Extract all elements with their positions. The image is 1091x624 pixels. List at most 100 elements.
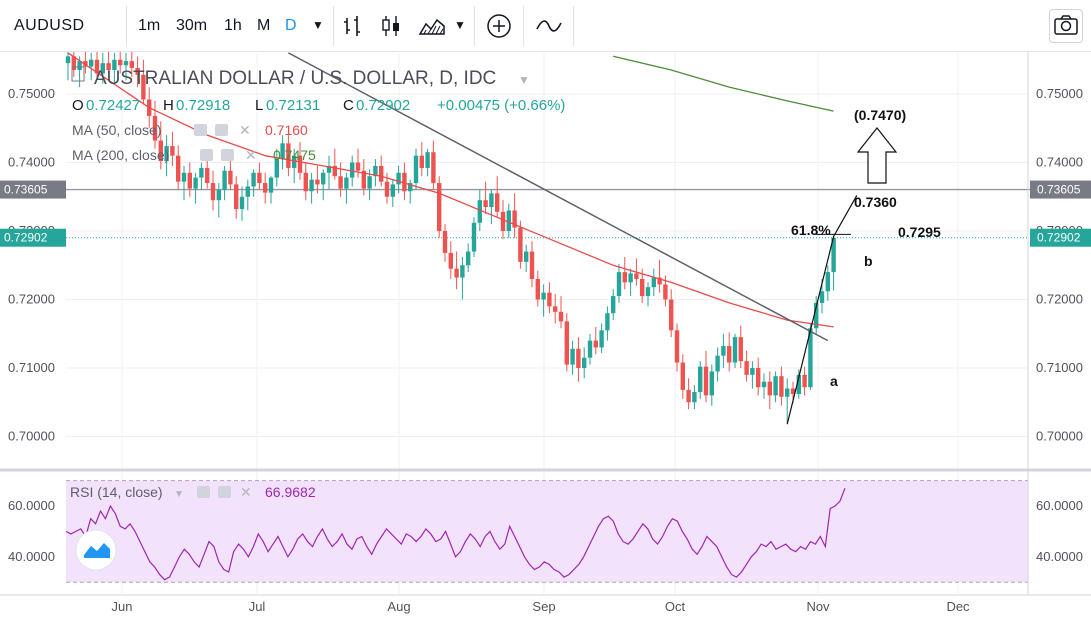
candle [541, 284, 546, 317]
candle [622, 257, 627, 290]
up-arrow-icon[interactable] [856, 127, 898, 184]
candle [674, 323, 680, 372]
time-tick-label: Aug [387, 599, 410, 614]
settings-icon[interactable] [221, 149, 234, 161]
candle [651, 268, 656, 297]
candle [245, 179, 250, 211]
candle [135, 56, 140, 88]
rsi-line [65, 487, 846, 581]
candlestick-icon[interactable] [381, 14, 403, 65]
candle [263, 172, 268, 204]
chart-legend: AUSTRALIAN DOLLAR / U.S. DOLLAR, D, IDC … [70, 66, 565, 500]
candle [727, 332, 732, 372]
settings-icon[interactable] [215, 124, 228, 136]
add-indicator-icon[interactable] [486, 13, 512, 64]
candle [831, 236, 836, 291]
candle [547, 282, 552, 314]
candle [187, 162, 192, 197]
eye-icon[interactable] [194, 124, 207, 136]
target-label: (0.7470) [854, 107, 906, 123]
candle [176, 145, 181, 190]
toolbar-separator [126, 6, 127, 46]
rsi-axis[interactable]: 60.0000 60.0000 40.0000 40.0000 [8, 498, 1083, 564]
rsi-tick-label-left: 60.0000 [8, 498, 55, 513]
candle [576, 337, 581, 382]
bar-chart-icon[interactable] [343, 14, 365, 65]
interval-month[interactable]: M [257, 17, 271, 34]
chevron-down-icon[interactable]: ▼ [454, 18, 466, 32]
candle [402, 162, 407, 201]
symbol-search[interactable]: AUDUSD [14, 17, 85, 34]
candle [715, 347, 720, 382]
ma50-legend-label[interactable]: MA (50, close) [72, 122, 161, 138]
candle [454, 251, 459, 290]
ohlc-change: +0.00475 (+0.66%) [437, 97, 565, 114]
close-icon[interactable]: ✕ [240, 484, 252, 500]
eye-icon[interactable] [197, 486, 210, 498]
collapse-icon[interactable] [71, 66, 85, 82]
candle [228, 159, 233, 190]
area-chart-icon[interactable] [418, 14, 446, 65]
candle [680, 354, 685, 399]
candle [303, 162, 308, 201]
eye-icon[interactable] [200, 149, 213, 161]
candle [100, 52, 105, 84]
ohlc-low-label: L [255, 97, 263, 114]
candle [257, 162, 262, 190]
candle [686, 378, 691, 410]
toolbar-separator [573, 6, 574, 46]
ohlc-close-value: 0.72902 [356, 97, 410, 114]
candle [309, 172, 314, 204]
rsi-chevron-icon[interactable]: ▼ [174, 489, 184, 500]
candle [419, 141, 424, 177]
candle [297, 141, 303, 180]
svg-text:0.73605: 0.73605 [4, 183, 48, 197]
wave-line[interactable] [786, 195, 858, 425]
time-tick-label: Dec [946, 599, 970, 614]
time-axis[interactable]: Jun Jul Aug Sep Oct Nov Dec [112, 599, 971, 614]
candle [152, 100, 158, 149]
candle [756, 357, 761, 396]
candle [193, 172, 198, 204]
rsi-band [66, 480, 1028, 583]
candle [582, 347, 587, 379]
level-7295-label: 0.7295 [898, 224, 941, 240]
candle [767, 371, 772, 410]
chevron-down-icon[interactable]: ▼ [312, 18, 324, 32]
candle [321, 169, 326, 201]
settings-icon[interactable] [218, 486, 231, 498]
ma200-legend-label[interactable]: MA (200, close) [72, 147, 169, 163]
interval-1m[interactable]: 1m [138, 17, 161, 34]
price-axis[interactable]: 0.750000.740000.730000.720000.710000.700… [1036, 86, 1083, 444]
candle [785, 378, 790, 423]
candle [529, 241, 535, 288]
line-compare-icon[interactable] [535, 16, 563, 67]
interval-1h[interactable]: 1h [224, 17, 242, 34]
interval-30m[interactable]: 30m [176, 17, 208, 34]
candle [698, 361, 703, 399]
rsi-tick-label: 60.0000 [1036, 498, 1083, 513]
candle [599, 323, 604, 353]
trendline[interactable] [288, 52, 829, 342]
candle [732, 333, 738, 368]
ohlc-open-label: O [72, 97, 84, 114]
candle [448, 241, 453, 279]
candle [181, 165, 187, 201]
tradingview-logo [75, 529, 117, 571]
ohlc-close-label: C [343, 97, 354, 114]
candle [158, 121, 163, 170]
candle [379, 155, 384, 187]
ohlc-high-value: 0.72918 [176, 97, 230, 114]
rsi-legend-label[interactable]: RSI (14, close) [70, 484, 163, 500]
candle [460, 257, 465, 300]
interval-day[interactable]: D [285, 17, 297, 34]
candle [141, 59, 146, 105]
candle [390, 179, 395, 208]
candle [738, 325, 743, 368]
close-icon[interactable]: ✕ [239, 122, 251, 138]
title-chevron-icon[interactable]: ▼ [518, 73, 530, 87]
close-icon[interactable]: ✕ [245, 147, 257, 163]
time-tick-label: Sep [532, 599, 555, 614]
camera-button[interactable] [1049, 9, 1083, 43]
